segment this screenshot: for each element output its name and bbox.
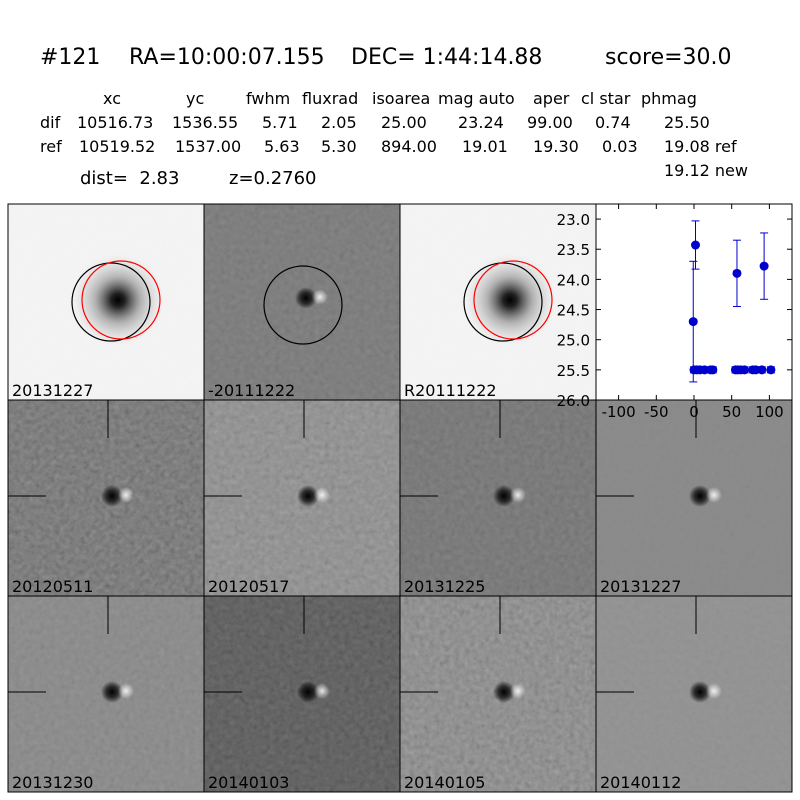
source-positive: [314, 487, 330, 503]
data-point: [708, 365, 718, 375]
table-cell: 10519.52: [79, 137, 155, 156]
panel-label: 20140105: [404, 773, 485, 792]
panel-label: 20140112: [600, 773, 681, 792]
data-point: [732, 268, 742, 278]
dec: DEC= 1:44:14.88: [351, 45, 542, 70]
column-header: phmag: [641, 89, 697, 108]
source-positive: [510, 487, 526, 503]
data-point: [757, 365, 767, 375]
source-negative: [493, 485, 515, 507]
x-tick-label: 50: [722, 403, 741, 421]
column-header: aper: [533, 89, 570, 108]
x-tick-label: 100: [755, 403, 784, 421]
table-cell: 5.63: [264, 137, 300, 156]
aperture-black: [263, 265, 343, 345]
table-cell: 19.08 ref: [664, 137, 737, 156]
column-header: isoarea: [372, 89, 430, 108]
table-cell: 25.50: [664, 113, 710, 132]
source-positive: [118, 683, 134, 699]
phmag-new: 19.12 new: [664, 161, 748, 180]
row-label: ref: [40, 137, 62, 156]
panel-label: 20131227: [12, 381, 93, 400]
source-negative: [689, 681, 711, 703]
panel-label: 20131230: [12, 773, 93, 792]
y-tick-label: 25.0: [557, 332, 590, 350]
column-header: fluxrad: [302, 89, 358, 108]
x-tick-label: -100: [602, 403, 636, 421]
data-point: [740, 365, 750, 375]
panel-label: 20120511: [12, 577, 93, 596]
panel-label: 20131227: [600, 577, 681, 596]
source-positive: [314, 683, 330, 699]
row-label: dif: [40, 113, 61, 132]
column-header: yc: [186, 89, 204, 108]
table-cell: 19.30: [533, 137, 579, 156]
source-positive: [510, 683, 526, 699]
source-negative: [689, 485, 711, 507]
source-negative: [493, 681, 515, 703]
y-tick-label: 24.0: [557, 271, 590, 289]
data-point: [691, 240, 701, 250]
column-header: cl star: [581, 89, 631, 108]
x-tick-label: 0: [689, 403, 699, 421]
source-positive: [706, 487, 722, 503]
table-cell: 1536.55: [172, 113, 238, 132]
source-negative: [297, 681, 319, 703]
table-cell: 23.24: [458, 113, 504, 132]
panel-label: 20120517: [208, 577, 289, 596]
ra: RA=10:00:07.155: [129, 45, 325, 70]
x-tick-label: -50: [644, 403, 669, 421]
source-negative: [101, 681, 123, 703]
y-tick-label: 24.5: [557, 302, 590, 320]
source-negative: [295, 287, 317, 309]
aperture-red: [81, 260, 161, 340]
table-cell: 0.03: [602, 137, 638, 156]
column-header: fwhm: [246, 89, 290, 108]
aperture-black: [463, 262, 543, 342]
y-tick-label: 25.5: [557, 362, 590, 380]
y-tick-label: 23.5: [557, 241, 590, 259]
source-negative: [297, 485, 319, 507]
source-positive: [312, 289, 328, 305]
table-cell: 2.05: [321, 113, 357, 132]
table-cell: 25.00: [381, 113, 427, 132]
aperture-red: [473, 260, 553, 340]
column-header: mag auto: [438, 89, 515, 108]
source-negative: [101, 485, 123, 507]
table-cell: 10516.73: [77, 113, 153, 132]
y-tick-label: 23.0: [557, 211, 590, 229]
data-point: [759, 261, 769, 271]
y-tick-label: 26.0: [557, 392, 590, 410]
candidate-id: #121: [40, 45, 100, 70]
source-positive: [118, 487, 134, 503]
panel-label: 20131225: [404, 577, 485, 596]
table-cell: 19.01: [462, 137, 508, 156]
table-cell: 1537.00: [175, 137, 241, 156]
table-cell: 894.00: [381, 137, 437, 156]
data-point: [766, 365, 776, 375]
source-positive: [706, 683, 722, 699]
data-point: [688, 317, 698, 327]
panel-label: 20140103: [208, 773, 289, 792]
panel-label: R20111222: [404, 381, 497, 400]
table-cell: 99.00: [527, 113, 573, 132]
table-cell: 5.71: [262, 113, 298, 132]
image-frame: [595, 595, 793, 793]
aperture-black: [71, 262, 151, 342]
dist: dist= 2.83: [80, 168, 179, 189]
redshift: z=0.2760: [229, 168, 317, 189]
panel-label: -20111222: [208, 381, 295, 400]
column-header: xc: [103, 89, 121, 108]
table-cell: 5.30: [321, 137, 357, 156]
score: score=30.0: [605, 45, 732, 70]
table-cell: 0.74: [595, 113, 631, 132]
